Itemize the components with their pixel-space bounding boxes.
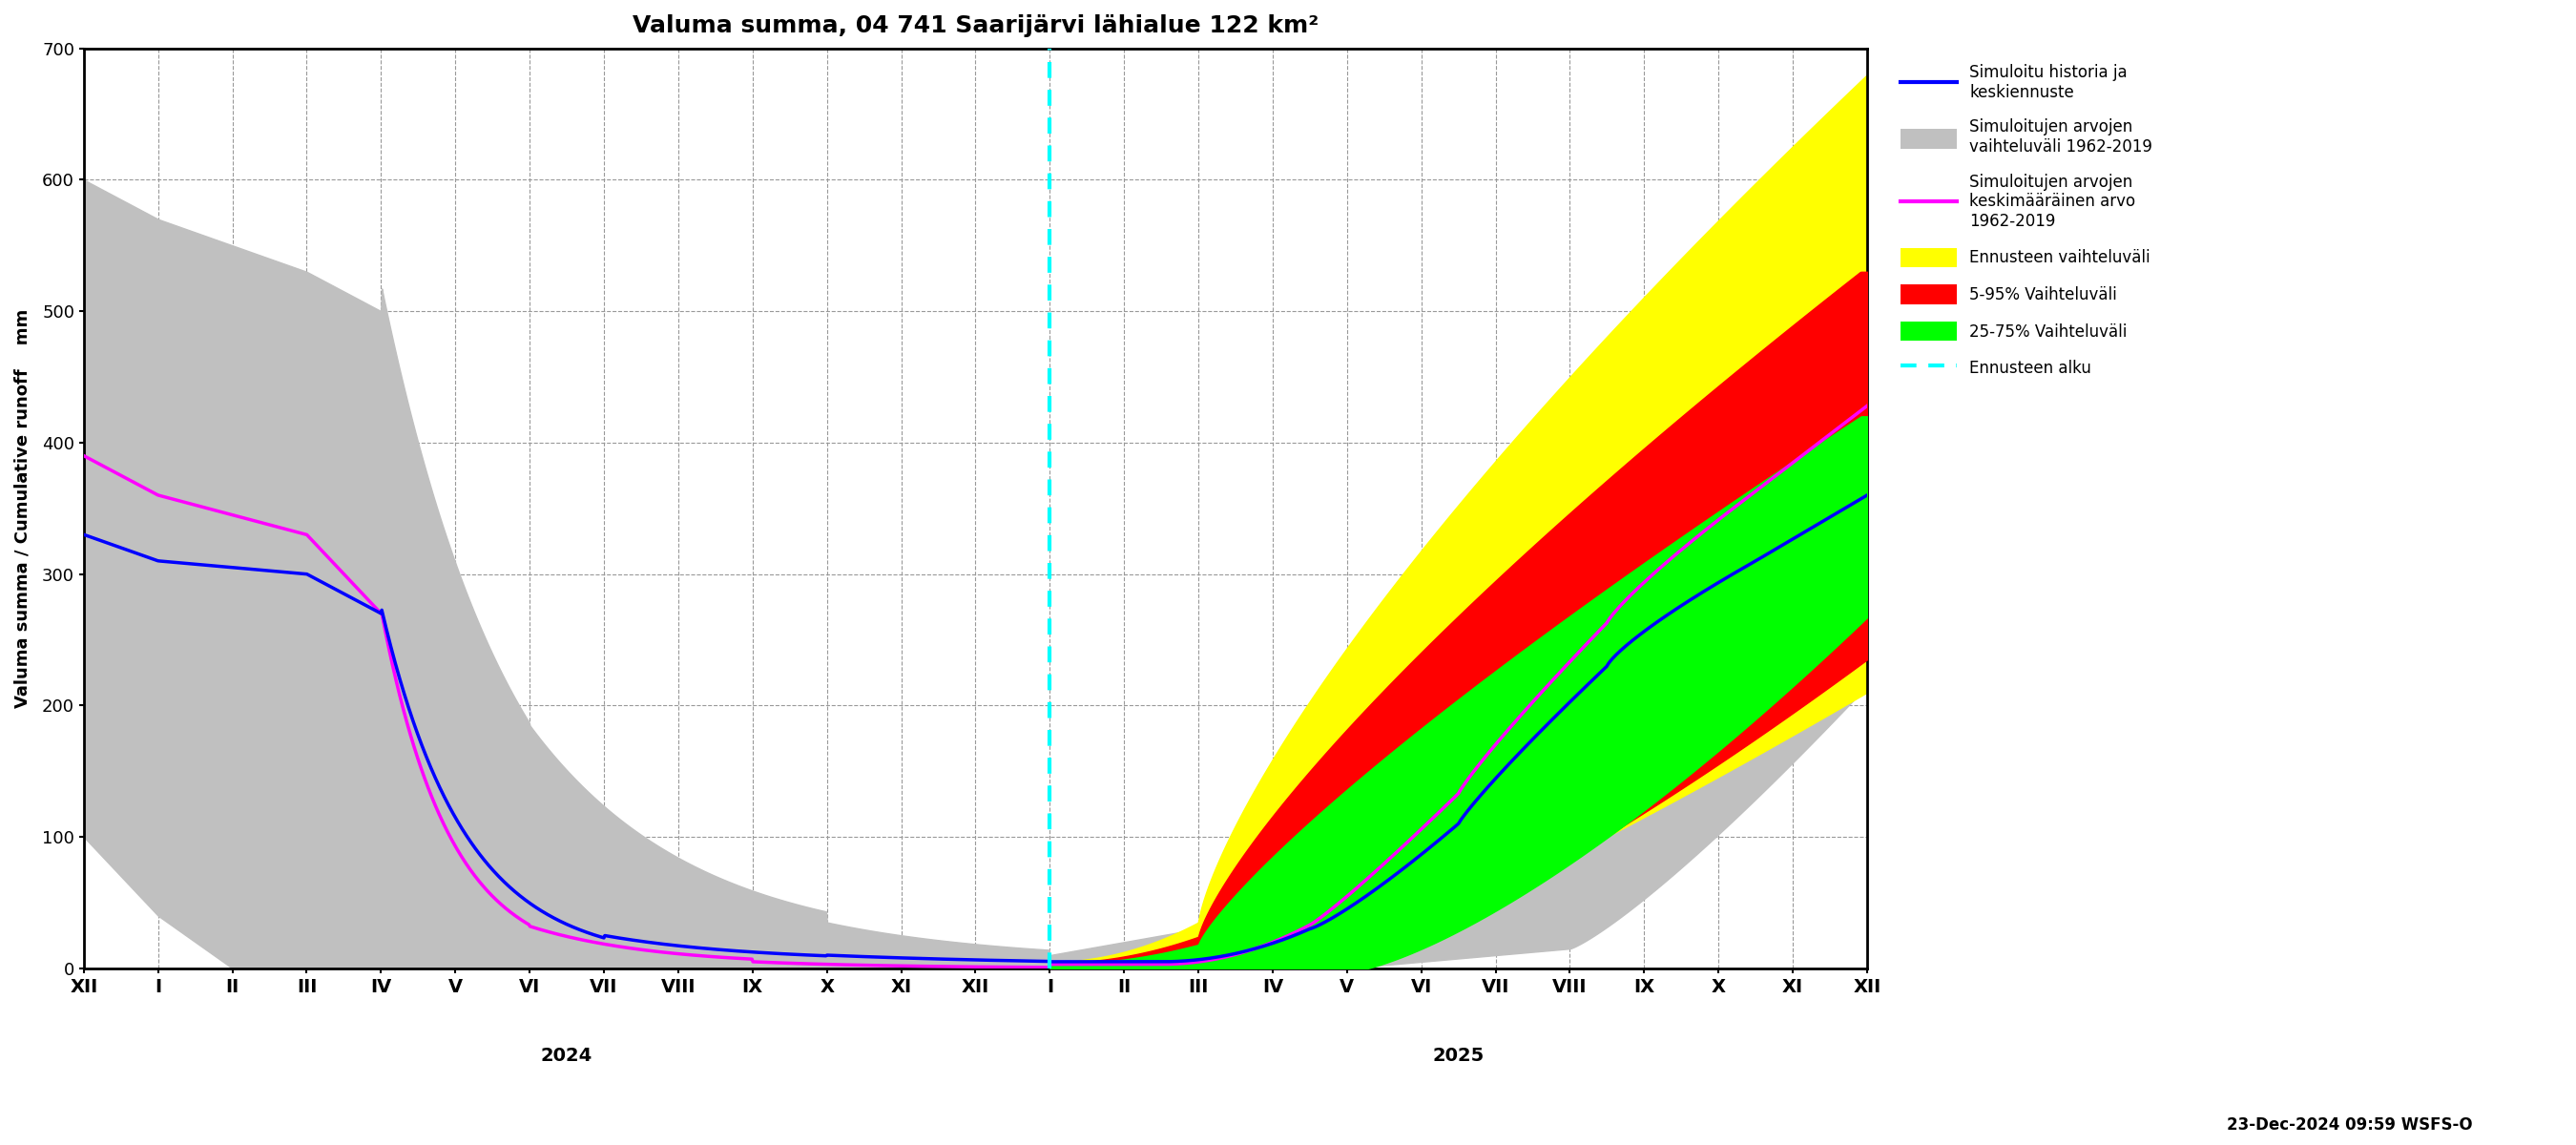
Text: 23-Dec-2024 09:59 WSFS-O: 23-Dec-2024 09:59 WSFS-O <box>2228 1116 2473 1134</box>
Text: 2024: 2024 <box>541 1048 592 1065</box>
Text: 2025: 2025 <box>1432 1048 1484 1065</box>
Y-axis label: Valuma summa / Cumulative runoff    mm: Valuma summa / Cumulative runoff mm <box>15 309 31 708</box>
Title: Valuma summa, 04 741 Saarijärvi lähialue 122 km²: Valuma summa, 04 741 Saarijärvi lähialue… <box>631 14 1319 37</box>
Legend: Simuloitu historia ja
keskiennuste, Simuloitujen arvojen
vaihteluväli 1962-2019,: Simuloitu historia ja keskiennuste, Simu… <box>1893 56 2161 386</box>
